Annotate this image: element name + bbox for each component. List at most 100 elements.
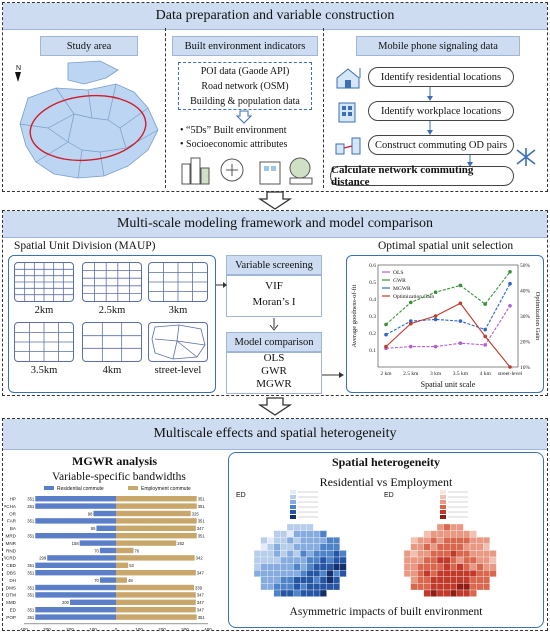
data-point (433, 317, 438, 322)
map-cell (273, 530, 281, 538)
bar (116, 503, 197, 509)
data-point (483, 327, 487, 332)
map-cell (280, 563, 288, 571)
data-label: 351 (27, 608, 35, 613)
study-area-title: Study area (40, 36, 138, 56)
model-comparison-title: Model comparison (226, 332, 322, 352)
map-cell (423, 556, 431, 564)
map-cell (313, 570, 321, 577)
data-sources-box: POI data (Gaode API) Road network (OSM) … (178, 62, 312, 110)
map-cell (476, 570, 484, 577)
map-cell (306, 589, 314, 597)
map-cell (286, 570, 294, 577)
legend-swatch (440, 490, 446, 494)
map-cell (333, 556, 340, 564)
map-cell (280, 583, 288, 591)
big-down-arrow-icon (258, 397, 292, 416)
data-label: 299 (39, 556, 47, 561)
category-label: DMS (6, 585, 16, 590)
map-cell (253, 550, 261, 558)
bar (35, 518, 116, 524)
map-cell (417, 550, 424, 558)
map-cell (436, 523, 444, 531)
y2-tick-label: 20% (520, 340, 531, 346)
connector-arrows (216, 282, 344, 378)
map-cell (293, 523, 301, 531)
map-cell (253, 570, 261, 577)
map-cell (260, 537, 268, 544)
map-cell (286, 583, 294, 591)
data-label: 351 (27, 519, 35, 524)
heterogeneity-compare: Residential vs Employment (319, 475, 453, 489)
legend-label: Employment commute (141, 486, 191, 492)
map-cell (489, 550, 497, 558)
map-cell (410, 556, 418, 564)
map-cell (469, 543, 477, 551)
spatial-unit-panel (8, 255, 216, 393)
variable-screening-box (226, 275, 322, 317)
category-label: CBD (6, 563, 16, 568)
mobile-title: Mobile phone signaling data (356, 36, 520, 56)
map-cell (293, 530, 301, 538)
mgwr-title: MGWR analysis (72, 454, 158, 468)
gwr-label: GWR (261, 365, 287, 377)
data-label: 70 (94, 578, 99, 583)
map-cell (430, 583, 438, 591)
map-cell (483, 570, 490, 577)
legend-swatch (128, 486, 138, 490)
legend-swatch (440, 505, 446, 509)
map-cell (293, 589, 301, 597)
map-cell (313, 563, 321, 571)
data-point (458, 341, 463, 345)
map-cell (436, 589, 444, 597)
optimal-title: Optimal spatial unit selection (378, 240, 514, 252)
map-cell (483, 537, 490, 544)
map-cell (286, 556, 294, 564)
x-tick-label: 400 (20, 627, 28, 630)
map-cell (476, 543, 484, 551)
mgwr-label: MGWR (256, 378, 292, 390)
x-tick-label: 100 (89, 627, 97, 630)
data-label: 351 (27, 585, 35, 590)
y-axis-label: Average goodness-of-fit (351, 284, 358, 347)
legend-swatch (440, 500, 446, 504)
map-cell (463, 537, 471, 544)
tile-label: 2.5km (98, 305, 126, 316)
step-distance: Calculate network commuting distance (330, 164, 514, 188)
data-label: 351 (198, 615, 206, 620)
map-cell (286, 589, 294, 597)
legend-swatch (440, 495, 446, 499)
map-cell (300, 563, 307, 571)
map-cell (436, 583, 444, 591)
data-label: 53 (129, 563, 134, 568)
map-cell (306, 550, 314, 558)
category-label: POP (6, 615, 16, 620)
map-cell (450, 583, 457, 591)
y-tick-label: 0.1 (369, 348, 376, 354)
mgwr-subtitle: Variable-specific bandwidths (52, 471, 186, 483)
map-cell (476, 576, 484, 584)
bar (116, 614, 197, 620)
heterogeneity-title: Spatial heterogeneity (331, 455, 441, 469)
map-cell (430, 570, 438, 577)
bullet-icon: • (180, 139, 184, 150)
data-point (483, 343, 487, 347)
map-cell (280, 570, 288, 577)
model-comparison-box (226, 352, 322, 394)
spatial-unit-title: Spatial Unit Division (MAUP) (14, 240, 156, 252)
map-cell (476, 550, 484, 558)
divider (165, 28, 166, 188)
bar (116, 562, 129, 568)
heterogeneity-caption: Asymmetric impacts of built environment (289, 606, 483, 618)
data-label: 351 (198, 534, 206, 539)
step-workplace: Identify workplace locations (368, 101, 514, 121)
section-title: Multiscale effects and spatial heterogen… (3, 419, 547, 450)
map-cell (483, 550, 490, 558)
map-cell (450, 570, 457, 577)
legend-swatch (44, 486, 54, 490)
data-point (483, 334, 487, 339)
map-cell (306, 530, 314, 538)
step-od-pairs: Construct commuting OD pairs (368, 135, 514, 155)
map-cell (450, 537, 457, 544)
map-cell (273, 537, 281, 544)
